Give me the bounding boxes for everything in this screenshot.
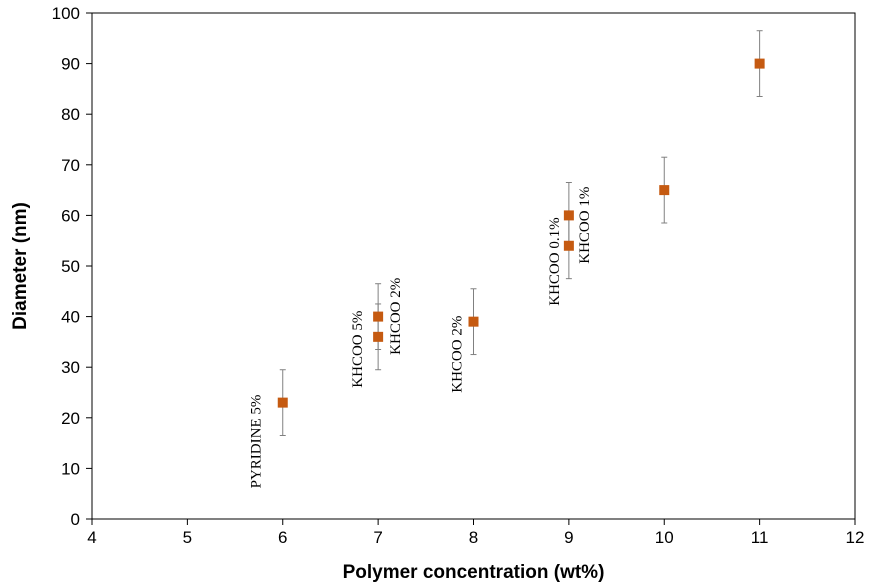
data-point-marker (754, 58, 765, 69)
x-axis-title: Polymer concentration (wt%) (343, 562, 605, 583)
y-axis-title: Diameter (nm) (10, 202, 31, 330)
data-point-marker (373, 311, 384, 322)
x-tick-label: 6 (278, 528, 287, 547)
point-annotations: PYRIDINE 5% KHCOO 5% KHCOO 2% KHCOO 2% KHCOO… (249, 187, 593, 489)
y-tick-label: 50 (61, 257, 80, 276)
point-annotation-label: KHCOO 2% (388, 278, 404, 355)
x-tick-label: 10 (655, 528, 674, 547)
point-annotation-label: KHCOO 2% (450, 316, 466, 393)
point-annotation-label: KHCOO 0.1% (547, 217, 563, 305)
y-tick-label: 100 (52, 4, 80, 23)
data-point-marker (563, 240, 574, 251)
data-point-marker (659, 185, 670, 196)
x-tick-label: 4 (87, 528, 96, 547)
y-tick-label: 0 (71, 510, 80, 529)
data-point-marker (468, 316, 479, 327)
y-tick-label: 20 (61, 409, 80, 428)
y-tick-label: 60 (61, 206, 80, 225)
data-point-marker (277, 397, 288, 408)
x-tick-label: 9 (564, 528, 573, 547)
axes: 4 5 6 7 8 9 10 11 12 0 10 20 30 40 50 60 70 80 90 100 (52, 4, 865, 547)
x-tick-label: 12 (846, 528, 865, 547)
x-tick-label: 8 (469, 528, 478, 547)
y-tick-label: 90 (61, 55, 80, 74)
data-point-marker (373, 331, 384, 342)
x-tick-label: 11 (751, 528, 769, 547)
y-tick-label: 10 (61, 459, 80, 478)
data-point-marker (563, 210, 574, 221)
x-tick-label: 5 (183, 528, 192, 547)
point-annotation-label: KHCOO 5% (350, 311, 366, 388)
point-annotation-label: PYRIDINE 5% (249, 395, 265, 489)
y-tick-label: 30 (61, 358, 80, 377)
data-markers (277, 58, 765, 408)
y-tick-label: 70 (61, 156, 80, 175)
y-tick-label: 80 (61, 105, 80, 124)
x-tick-label: 7 (373, 528, 382, 547)
plot-area-border (91, 12, 856, 520)
y-tick-label: 40 (61, 308, 80, 327)
point-annotation-label: KHCOO 1% (577, 187, 593, 264)
